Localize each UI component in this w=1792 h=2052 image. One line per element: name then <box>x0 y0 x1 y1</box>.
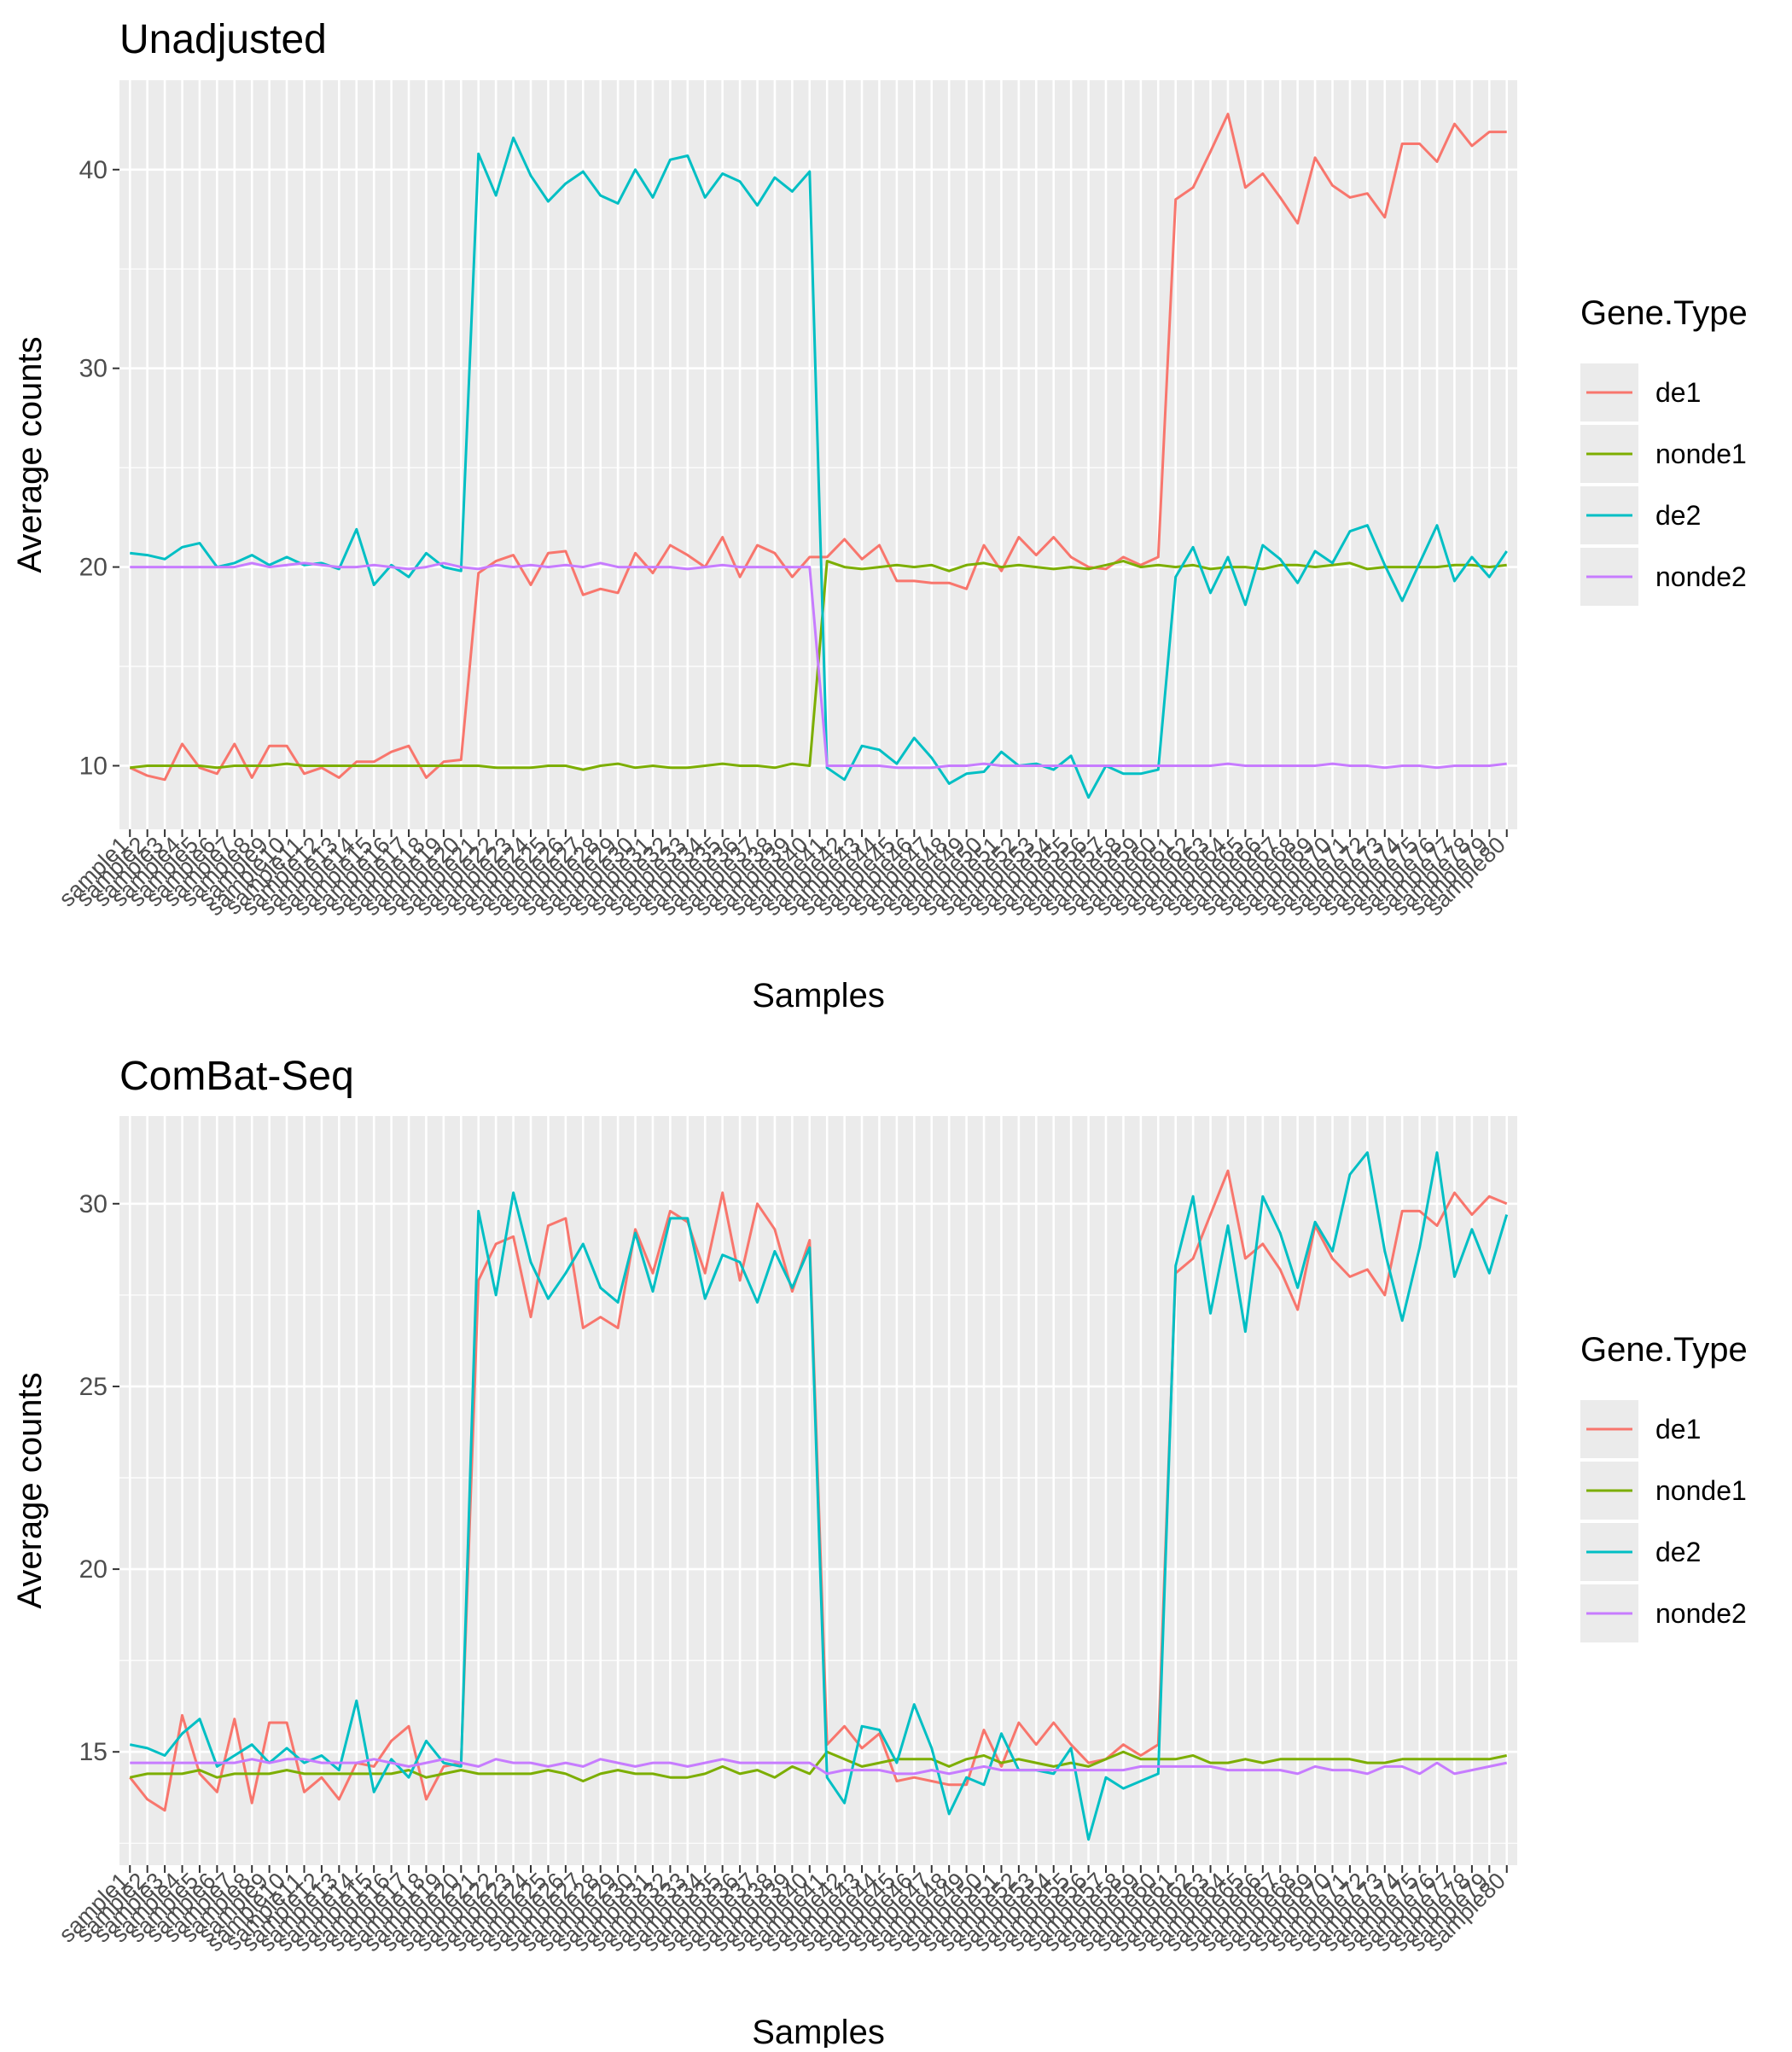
y-tick-label: 30 <box>79 355 108 383</box>
series-line-de2 <box>130 137 1508 799</box>
legend-title: Gene.Type <box>1580 1331 1748 1369</box>
legend-label-nonde2: nonde2 <box>1655 561 1747 592</box>
y-tick-label: 30 <box>79 1190 108 1218</box>
legend-label-nonde1: nonde1 <box>1655 439 1747 469</box>
x-axis-title: Samples <box>752 977 885 1014</box>
legend: Gene.Type de1 nonde1 de2 nonde2 <box>1580 294 1748 606</box>
y-axis-title: Average counts <box>11 1372 49 1608</box>
x-axis-title: Samples <box>752 2014 885 2048</box>
series-line-nonde1 <box>129 1750 1508 1782</box>
chart-panel-1: 10203040sample1sample2sample3sample4samp… <box>11 17 1748 1014</box>
legend-label-de1: de1 <box>1655 1414 1701 1445</box>
y-tick-label: 25 <box>79 1373 108 1401</box>
series-line-nonde2 <box>130 1758 1508 1776</box>
series-line-nonde2 <box>130 561 1507 770</box>
y-tick-label: 40 <box>79 156 108 184</box>
legend: Gene.Type de1 nonde1 de2 nonde2 <box>1580 1331 1748 1642</box>
legend-label-nonde1: nonde1 <box>1655 1475 1747 1506</box>
chart-title: ComBat-Seq <box>119 1054 354 1099</box>
y-tick-label: 15 <box>79 1738 108 1766</box>
series-line-de2 <box>129 1151 1509 1841</box>
legend-label-de2: de2 <box>1655 1537 1701 1567</box>
legend-title: Gene.Type <box>1580 294 1748 332</box>
y-tick-label: 20 <box>79 554 108 582</box>
y-tick-label: 20 <box>79 1555 108 1584</box>
legend-label-de2: de2 <box>1655 500 1701 531</box>
legend-label-nonde2: nonde2 <box>1655 1598 1747 1629</box>
series-line-de1 <box>129 113 1507 782</box>
y-axis-title: Average counts <box>11 336 49 573</box>
y-tick-label: 10 <box>79 752 108 780</box>
chart-panel-2: 15202530sample1sample2sample3sample4samp… <box>11 1054 1748 2051</box>
chart-title: Unadjusted <box>119 17 327 62</box>
legend-label-de1: de1 <box>1655 377 1701 408</box>
